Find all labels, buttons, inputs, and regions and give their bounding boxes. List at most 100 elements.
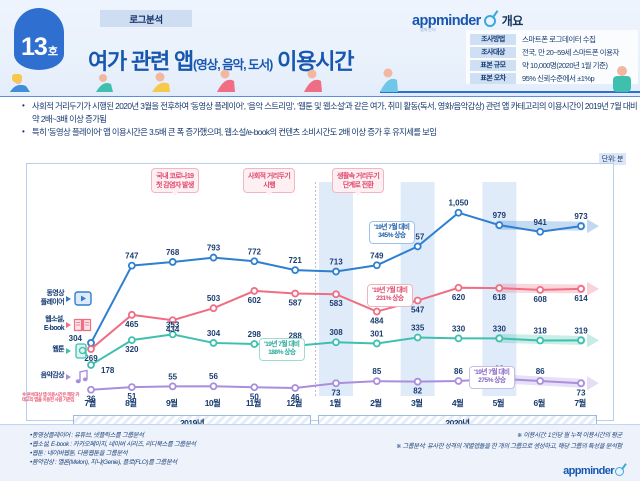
info-key: 조사대상 xyxy=(470,46,516,58)
svg-text:547: 547 xyxy=(411,306,425,315)
svg-text:713: 713 xyxy=(329,258,343,267)
annotation-line1: '19년 7월 대비 xyxy=(264,341,300,348)
svg-text:465: 465 xyxy=(125,320,139,329)
overview-label: 개요 xyxy=(501,14,524,28)
svg-text:768: 768 xyxy=(166,248,180,257)
svg-text:979: 979 xyxy=(493,211,507,220)
legend-label-line1: 음악감상 xyxy=(40,372,65,380)
info-value: 스마트폰 로그데이터 수집 xyxy=(522,34,596,44)
svg-text:503: 503 xyxy=(207,294,221,303)
svg-text:941: 941 xyxy=(533,218,547,227)
svg-text:587: 587 xyxy=(288,299,302,308)
legend-label-line2: 플레이어 xyxy=(40,298,65,306)
legend-label: 음악감상 xyxy=(30,372,65,381)
svg-text:434: 434 xyxy=(166,325,180,334)
bullet-text: 특히 '동영상 플레이어' 앱 이용시간은 3.5배 큰 폭 증가했으며, 웹소… xyxy=(32,127,437,137)
svg-text:304: 304 xyxy=(207,329,221,338)
footnotes-left: •동영상플레이어 : 유튜브, 넷플릭스를 그룹분석 •웹소설, E-book … xyxy=(30,431,196,467)
info-key: 표본 오차 xyxy=(470,72,516,84)
event-callout-covid-first-case: 국내 코로나19 첫 감염자 발생 xyxy=(151,168,199,196)
svg-text:304: 304 xyxy=(69,334,83,343)
svg-text:50: 50 xyxy=(250,392,259,401)
svg-text:608: 608 xyxy=(533,295,547,304)
annotation-webtoon-growth: '19년 7월 대비 188% 상승 xyxy=(259,338,305,361)
chart-panel: 304 747 768 793 772 721 713 749 857 1,050 979 941 97… xyxy=(26,163,614,421)
info-value: 약 10,000명(2020년 1월 기준) xyxy=(522,60,608,70)
people-illustration xyxy=(10,66,640,93)
svg-text:36: 36 xyxy=(87,395,96,404)
page-title-paren: (영상, 음악, 도서) xyxy=(193,58,273,72)
x-axis-label: 12월 xyxy=(286,398,302,408)
svg-text:620: 620 xyxy=(452,293,466,302)
info-value: 95% 신뢰수준에서 ±1%p xyxy=(522,73,595,83)
unit-label: 단위: 분 xyxy=(598,153,626,165)
annotation-line2: 231% 상승 xyxy=(376,295,404,303)
legend-label: 동영상 플레이어 xyxy=(30,290,65,307)
x-axis-label: 1월 xyxy=(329,398,341,408)
legend-triangle-icon xyxy=(66,347,71,354)
svg-text:330: 330 xyxy=(493,324,507,333)
svg-text:178: 178 xyxy=(101,366,115,375)
annotation-line2: 345% 상승 xyxy=(378,232,406,240)
svg-text:55: 55 xyxy=(168,372,177,381)
svg-text:353: 353 xyxy=(166,320,180,329)
svg-text:320: 320 xyxy=(125,345,139,354)
footnote-item: •동영상플레이어 : 유튜브, 넷플릭스를 그룹분석 xyxy=(30,432,144,439)
annotation-video-player-growth: '19년 7월 대비 345% 상승 xyxy=(369,221,415,244)
x-axis-label: 9월 xyxy=(165,398,178,408)
page-title-part2: 이용시간 xyxy=(272,49,354,74)
legend-triangle-icon xyxy=(66,321,71,328)
svg-text:857: 857 xyxy=(411,232,425,241)
open-book-icon xyxy=(73,316,92,333)
legend-label-line1: 웹툰 xyxy=(52,346,64,354)
bullet-text: 사회적 거리두기가 시행된 2020년 3월을 전후하여 '동영상 플레이어',… xyxy=(32,101,638,124)
legend-label-line1: 동영상 xyxy=(46,290,64,297)
survey-info-box: 조사방법 스마트폰 로그데이터 수집 조사대상 전국, 만 20~59세 스마트… xyxy=(466,30,638,84)
appminder-logo-header: appminder 개요 xyxy=(412,12,523,29)
logo-wordmark: appminder xyxy=(563,465,614,477)
annotation-line2: 188% 상승 xyxy=(268,349,296,357)
page-title-part1: 여가 관련 앱 xyxy=(88,49,194,74)
appminder-mark-icon xyxy=(483,14,496,27)
svg-text:82: 82 xyxy=(413,387,422,396)
svg-text:614: 614 xyxy=(574,294,588,303)
svg-text:1,050: 1,050 xyxy=(448,199,469,208)
legend-label: 웹소설, E-book xyxy=(30,316,65,333)
svg-text:56: 56 xyxy=(209,372,218,381)
legend-item-ebook: 웹소설, E-book xyxy=(30,316,92,333)
svg-text:772: 772 xyxy=(248,247,262,256)
appminder-mark-icon xyxy=(615,466,624,476)
footnote-item: ※ 이용시간: 1인당 월 누적 이용시간의 평균 xyxy=(517,432,622,439)
info-key: 표본 규모 xyxy=(470,59,516,71)
x-axis-label: 7월 xyxy=(84,398,96,408)
svg-text:602: 602 xyxy=(248,296,262,305)
callout-line1: 생활속 거리두기 xyxy=(337,172,380,180)
svg-text:85: 85 xyxy=(372,367,381,376)
year-band-label: 2019년 xyxy=(179,418,205,428)
x-axis-label: 3월 xyxy=(410,398,423,408)
legend-item-webtoon: 웹툰 xyxy=(30,342,92,359)
annotation-line2: 275% 상승 xyxy=(478,377,506,385)
page-header: 13 호 로그분석 여가 관련 앱(영상, 음악, 도서) 이용시간 appmi… xyxy=(0,0,640,97)
svg-text:86: 86 xyxy=(454,367,463,376)
summary-bullets: • 사회적 거리두기가 시행된 2020년 3월을 전후하여 '동영상 플레이어… xyxy=(0,100,640,140)
svg-text:301: 301 xyxy=(370,329,384,338)
x-axis-label: 5월 xyxy=(492,398,505,408)
callout-line1: 사회적 거리두기 xyxy=(248,172,291,180)
bullet-dot-icon: • xyxy=(22,101,25,110)
analysis-scope-note: ※ 분석대상 앱 이용시간은 해당 카테고리 앱을 이용한 사람 기준임 xyxy=(22,392,80,403)
info-value: 전국, 만 20~59세 스마트폰 이용자 xyxy=(522,47,619,57)
year-band-label: 2020년 xyxy=(445,418,470,428)
svg-text:46: 46 xyxy=(291,393,300,402)
issue-number: 13 xyxy=(21,33,48,61)
svg-text:51: 51 xyxy=(127,392,136,401)
svg-text:288: 288 xyxy=(288,332,302,341)
svg-text:73: 73 xyxy=(577,388,586,397)
x-axis-label: 6월 xyxy=(533,398,545,408)
event-callout-social-distancing: 사회적 거리두기 시행 xyxy=(243,168,296,196)
annotation-line1: '19년 7월 대비 xyxy=(474,369,510,376)
callout-line2: 첫 감염자 발생 xyxy=(156,181,194,189)
svg-text:973: 973 xyxy=(574,212,588,221)
footnote-item: ※ 그룹분석: 유사한 성격의 개별앱들을 한 개의 그룹으로 생성하고, 해당… xyxy=(396,442,622,450)
